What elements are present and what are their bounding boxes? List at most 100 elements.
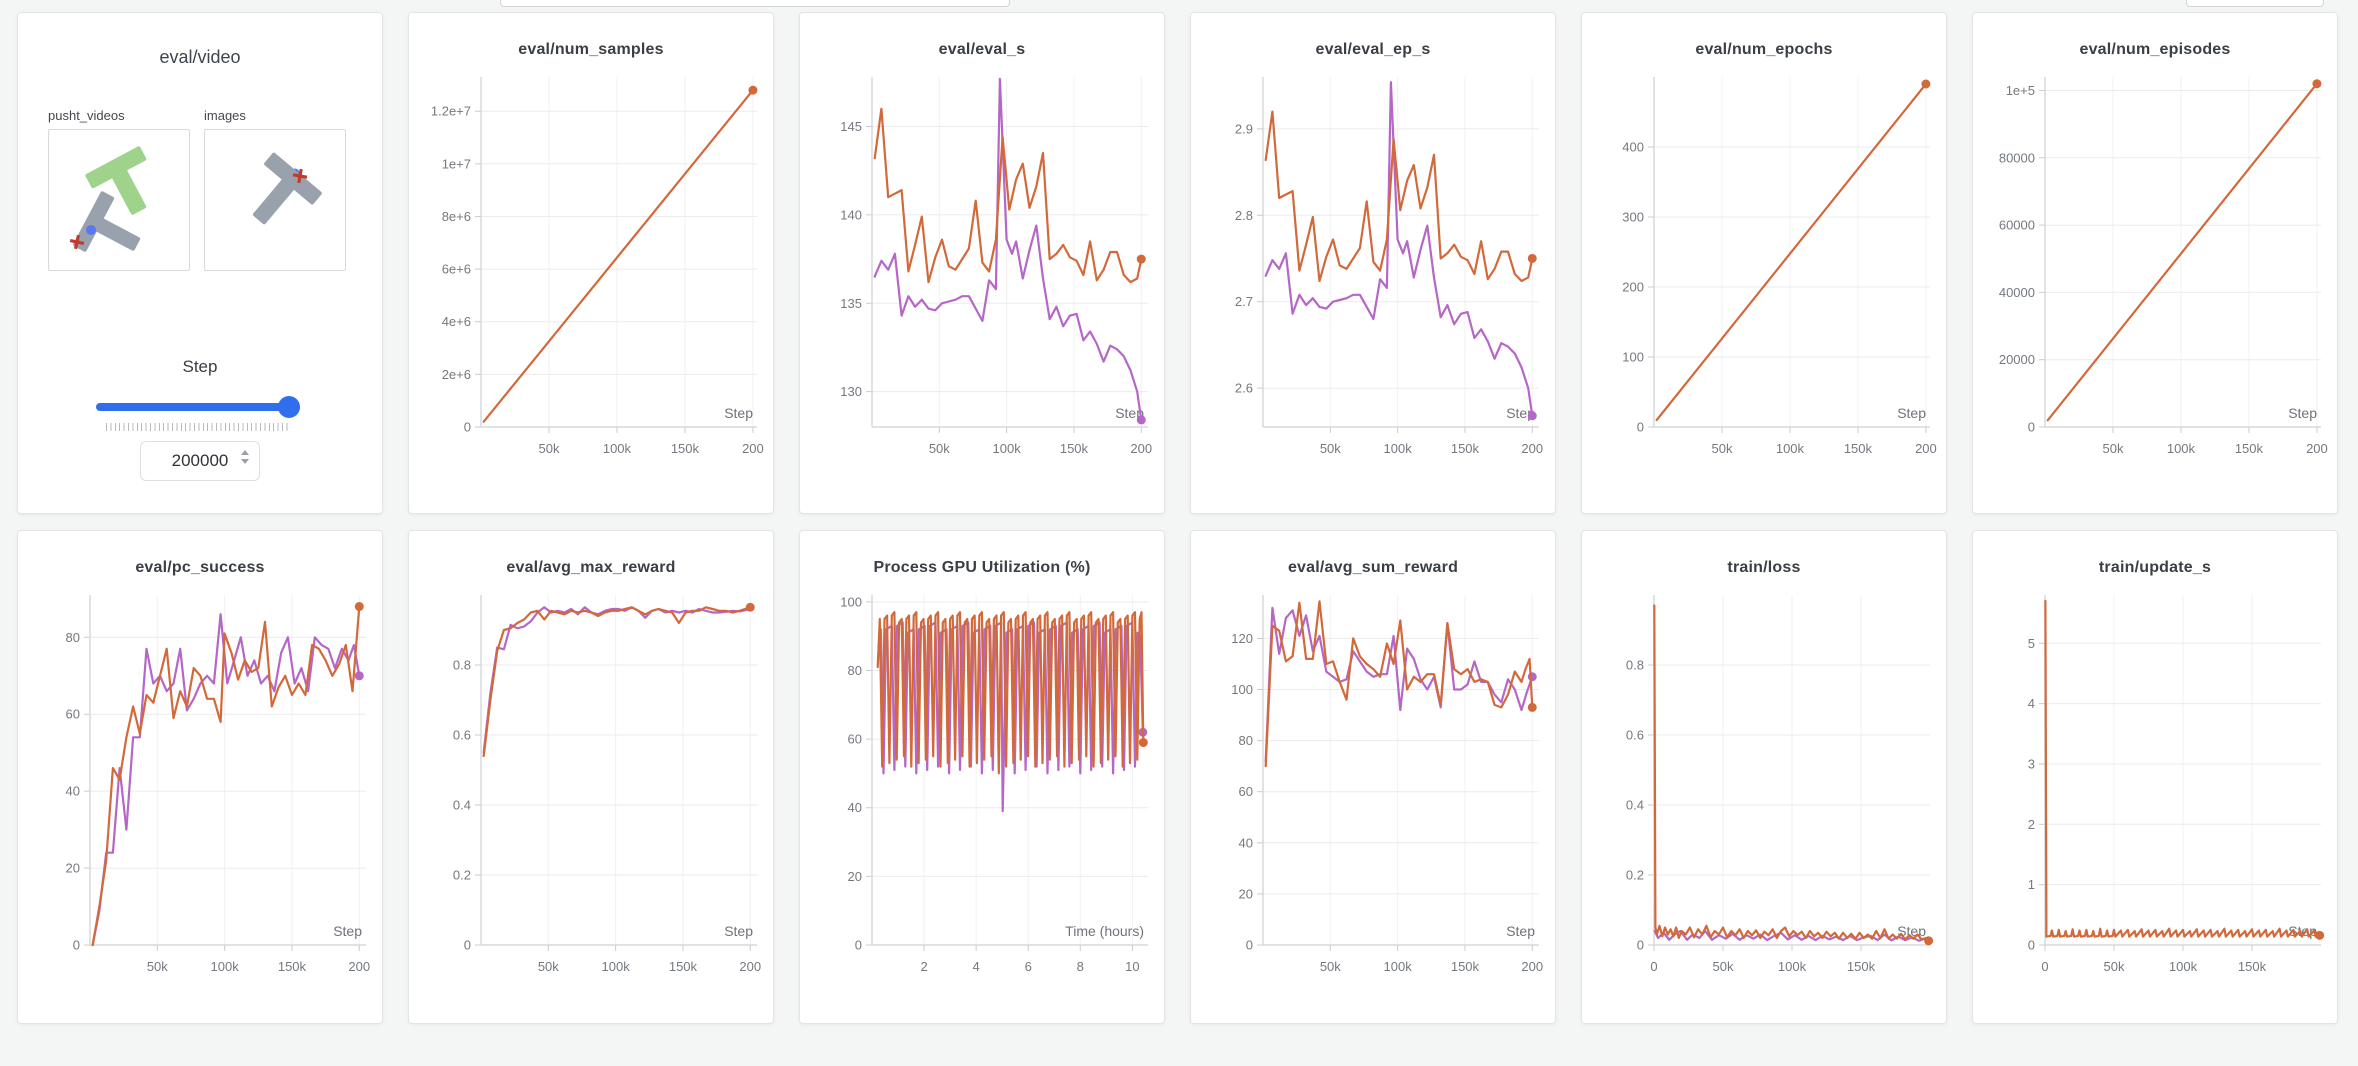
svg-text:0: 0 (855, 938, 862, 953)
chart-gpu-utilization[interactable]: 2 4 6 8 10 0 20 40 60 80 100 Time (hours) (800, 583, 1164, 1003)
panel-gpu-utilization[interactable]: Process GPU Utilization (%) 2 4 6 8 10 0 20 40 6… (799, 530, 1165, 1024)
svg-text:1.2e+7: 1.2e+7 (431, 104, 471, 119)
svg-text:Step: Step (1506, 923, 1535, 939)
step-slider-track[interactable] (96, 403, 296, 411)
svg-text:100k: 100k (1384, 441, 1413, 456)
svg-text:Time (hours): Time (hours) (1065, 923, 1144, 939)
panel-eval-video[interactable]: eval/video pusht_videos images (17, 12, 383, 514)
svg-text:3: 3 (2028, 756, 2035, 771)
svg-text:120: 120 (1231, 631, 1253, 646)
increment-icon[interactable] (241, 450, 249, 455)
svg-text:100: 100 (840, 594, 862, 609)
svg-text:100k: 100k (2167, 441, 2196, 456)
panel-eval-avg-max-reward[interactable]: eval/avg_max_reward 50k 100k 150k 200 0 0.2 0.… (408, 530, 774, 1024)
svg-text:100k: 100k (603, 441, 632, 456)
chart-eval-avg-max-reward[interactable]: 50k 100k 150k 200 0 0.2 0.4 0.6 0.8 Step (409, 583, 773, 1003)
video-thumbnail-pusht[interactable] (48, 129, 190, 271)
chart-train-loss[interactable]: 0 50k 100k 150k 0 0.2 0.4 0.6 0.8 Step (1582, 583, 1946, 1003)
chart-eval-num-episodes[interactable]: 50k 100k 150k 200 0 20000 40000 60000 80000 1e+5 S… (1973, 65, 2337, 485)
chart-title: eval/pc_success (135, 559, 265, 576)
svg-text:0.8: 0.8 (1626, 658, 1644, 673)
svg-text:0: 0 (1246, 938, 1253, 953)
svg-text:50k: 50k (538, 959, 559, 974)
panel-grid: eval/video pusht_videos images (17, 12, 2338, 1024)
svg-text:100k: 100k (602, 959, 631, 974)
panel-eval-num-episodes[interactable]: eval/num_episodes 50k 100k 150k 200 0 20000 40… (1972, 12, 2338, 514)
chart-title: Process GPU Utilization (%) (873, 559, 1091, 576)
panel-eval-eval-s[interactable]: eval/eval_s 50k 100k 150k 200 130 135 140 145 St… (799, 12, 1165, 514)
svg-text:Step: Step (333, 923, 362, 939)
stepper-arrows[interactable] (241, 450, 249, 464)
svg-text:150k: 150k (1847, 959, 1876, 974)
chart-eval-num-epochs[interactable]: 50k 100k 150k 200 0 100 200 300 400 Step (1582, 65, 1946, 485)
svg-text:8e+6: 8e+6 (442, 209, 471, 224)
svg-text:20000: 20000 (1999, 352, 2035, 367)
chart-title: eval/eval_ep_s (1315, 41, 1431, 58)
svg-text:50k: 50k (2102, 441, 2123, 456)
svg-text:60000: 60000 (1999, 218, 2035, 233)
panel-eval-num-epochs[interactable]: eval/num_epochs 50k 100k 150k 200 0 100 200 300… (1581, 12, 1947, 514)
media-key-label: images (204, 108, 246, 123)
target-cross (69, 234, 85, 250)
svg-text:50k: 50k (2104, 959, 2125, 974)
svg-text:6e+6: 6e+6 (442, 262, 471, 277)
svg-text:0: 0 (464, 420, 471, 435)
target-cross (292, 168, 308, 184)
svg-text:80: 80 (848, 663, 862, 678)
svg-text:200: 200 (739, 959, 761, 974)
svg-text:0.2: 0.2 (1626, 868, 1644, 883)
chart-eval-pc-success[interactable]: 50k 100k 150k 200 0 20 40 60 80 Step (18, 583, 382, 1003)
video-thumbnail-images[interactable] (204, 129, 346, 271)
svg-text:100k: 100k (1776, 441, 1805, 456)
panel-eval-avg-sum-reward[interactable]: eval/avg_sum_reward 50k 100k 150k 200 0 20 40 6… (1190, 530, 1556, 1024)
svg-text:100k: 100k (1384, 959, 1413, 974)
svg-text:200: 200 (1521, 441, 1543, 456)
svg-text:1e+5: 1e+5 (2006, 83, 2035, 98)
panel-title: eval/video (159, 47, 241, 67)
svg-text:100: 100 (1231, 682, 1253, 697)
svg-text:100k: 100k (1778, 959, 1807, 974)
svg-text:0.2: 0.2 (453, 868, 471, 883)
svg-text:20: 20 (66, 861, 80, 876)
svg-text:40: 40 (848, 800, 862, 815)
chart-title: eval/avg_max_reward (506, 559, 676, 576)
step-slider-ticks (106, 423, 288, 431)
svg-text:50k: 50k (929, 441, 950, 456)
svg-text:50k: 50k (1711, 441, 1732, 456)
panel-eval-eval-ep-s[interactable]: eval/eval_ep_s 50k 100k 150k 200 2.6 2.7 2.8 2.… (1190, 12, 1556, 514)
svg-text:150k: 150k (2235, 441, 2264, 456)
svg-text:4e+6: 4e+6 (442, 314, 471, 329)
svg-text:6: 6 (1025, 959, 1032, 974)
svg-text:200: 200 (1130, 441, 1152, 456)
svg-text:145: 145 (840, 119, 862, 134)
svg-text:0: 0 (73, 938, 80, 953)
svg-text:150k: 150k (1451, 441, 1480, 456)
svg-text:100k: 100k (211, 959, 240, 974)
svg-text:400: 400 (1622, 140, 1644, 155)
chart-eval-avg-sum-reward[interactable]: 50k 100k 150k 200 0 20 40 60 80 100 120 Step (1191, 583, 1555, 1003)
chart-eval-eval-ep-s[interactable]: 50k 100k 150k 200 2.6 2.7 2.8 2.9 Step (1191, 65, 1555, 485)
panel-train-loss[interactable]: train/loss 0 50k 100k 150k 0 0.2 0.4 0.6 0.8 Step (1581, 530, 1947, 1024)
chart-train-update-s[interactable]: 0 50k 100k 150k 0 1 2 3 4 5 Step (1973, 583, 2337, 1003)
pusht-scene-image (69, 146, 147, 252)
svg-text:2.9: 2.9 (1235, 121, 1253, 136)
decrement-icon[interactable] (241, 459, 249, 464)
panel-eval-num-samples[interactable]: eval/num_samples 50k 100k 150k 200 0 2e+6 4e+6… (408, 12, 774, 514)
svg-text:8: 8 (1077, 959, 1084, 974)
svg-text:100: 100 (1622, 350, 1644, 365)
cutoff-panel-edge (500, 0, 1010, 7)
svg-text:2.7: 2.7 (1235, 294, 1253, 309)
panel-eval-pc-success[interactable]: eval/pc_success 50k 100k 150k 200 0 20 40 60 80 S… (17, 530, 383, 1024)
svg-text:50k: 50k (1713, 959, 1734, 974)
svg-text:150k: 150k (1844, 441, 1873, 456)
svg-text:200: 200 (1521, 959, 1543, 974)
panel-train-update-s[interactable]: train/update_s 0 50k 100k 150k 0 1 2 3 4 5 Step (1972, 530, 2338, 1024)
chart-eval-eval-s[interactable]: 50k 100k 150k 200 130 135 140 145 Step (800, 65, 1164, 485)
svg-text:150k: 150k (1060, 441, 1089, 456)
step-slider-thumb[interactable] (278, 396, 300, 418)
svg-text:0: 0 (1637, 420, 1644, 435)
chart-eval-num-samples[interactable]: 50k 100k 150k 200 0 2e+6 4e+6 6e+6 8e+6 1e+7 1.2e+… (409, 65, 773, 485)
svg-text:2: 2 (920, 959, 927, 974)
chart-title: eval/avg_sum_reward (1287, 559, 1459, 576)
step-input[interactable]: 200000 (140, 441, 260, 481)
